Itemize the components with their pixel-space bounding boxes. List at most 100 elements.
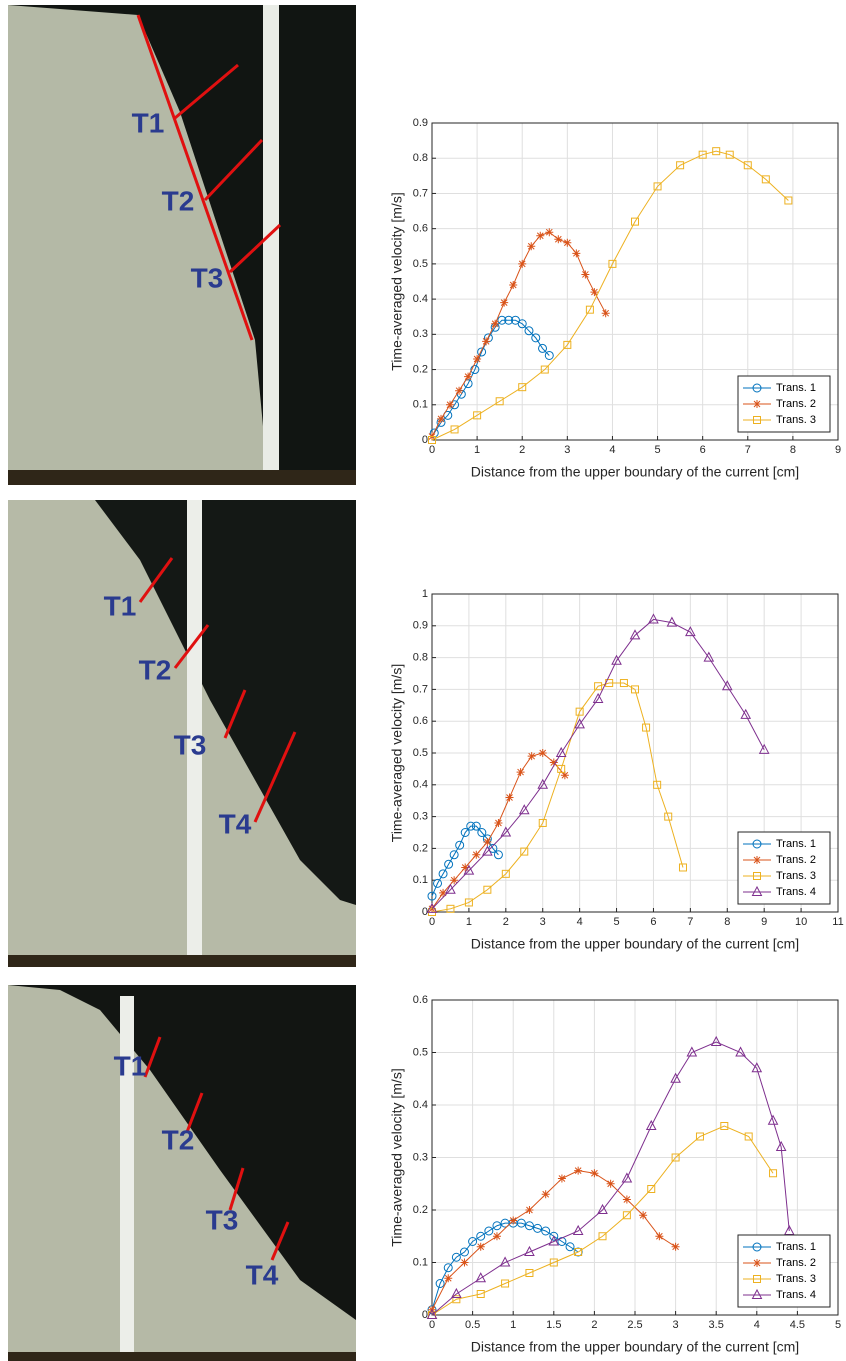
photo-label: T1 bbox=[114, 1050, 147, 1081]
series-line bbox=[433, 319, 550, 434]
marker bbox=[540, 365, 549, 374]
marker bbox=[574, 1166, 583, 1175]
marker bbox=[459, 1247, 469, 1257]
marker bbox=[686, 1046, 698, 1057]
marker bbox=[549, 1231, 559, 1241]
legend-label: Trans. 3 bbox=[776, 870, 816, 882]
marker bbox=[509, 1216, 518, 1225]
marker bbox=[703, 651, 715, 662]
x-tick-label: 0.5 bbox=[465, 1319, 480, 1331]
x-tick-label: 9 bbox=[835, 444, 841, 456]
marker bbox=[597, 1203, 608, 1214]
y-tick-label: 0 bbox=[422, 1309, 428, 1321]
x-tick-label: 1.5 bbox=[546, 1319, 561, 1331]
marker bbox=[464, 898, 473, 907]
x-tick-label: 2 bbox=[591, 1319, 597, 1331]
marker bbox=[712, 147, 721, 156]
plot-frame bbox=[431, 122, 839, 441]
x-tick-label: 7 bbox=[687, 916, 693, 928]
marker bbox=[751, 885, 763, 896]
y-axis-label: Time-averaged velocity [m/s] bbox=[389, 192, 405, 370]
marker bbox=[488, 843, 498, 853]
marker bbox=[775, 1140, 787, 1151]
marker bbox=[574, 718, 585, 729]
x-tick-label: 0 bbox=[429, 1319, 435, 1331]
marker bbox=[501, 1279, 510, 1288]
x-tick-label: 3 bbox=[673, 1319, 679, 1331]
marker bbox=[527, 242, 536, 251]
y-tick-label: 0.5 bbox=[413, 747, 428, 759]
marker bbox=[476, 1231, 486, 1241]
marker bbox=[520, 847, 529, 856]
marker bbox=[504, 315, 514, 325]
marker bbox=[752, 383, 762, 393]
marker bbox=[538, 749, 547, 757]
x-tick-label: 1 bbox=[466, 916, 472, 928]
marker bbox=[500, 826, 512, 837]
marker bbox=[451, 1287, 462, 1298]
marker bbox=[767, 1114, 779, 1125]
photo-2 bbox=[8, 500, 356, 967]
marker bbox=[720, 1122, 729, 1130]
marker bbox=[575, 707, 584, 716]
marker bbox=[428, 436, 436, 444]
marker bbox=[427, 891, 437, 901]
photo-3 bbox=[8, 985, 356, 1361]
marker bbox=[468, 1237, 478, 1246]
x-tick-label: 4 bbox=[609, 444, 615, 456]
marker bbox=[517, 319, 527, 329]
series bbox=[428, 1122, 778, 1319]
y-tick-label: 0.3 bbox=[413, 328, 428, 340]
series bbox=[426, 1035, 795, 1319]
photo-label: T1 bbox=[132, 107, 165, 138]
x-tick-label: 5 bbox=[613, 916, 619, 928]
x-tick-label: 7 bbox=[745, 444, 751, 456]
legend-label: Trans. 2 bbox=[776, 1257, 816, 1269]
marker bbox=[482, 337, 491, 346]
marker bbox=[461, 863, 470, 872]
marker bbox=[541, 1226, 551, 1236]
marker bbox=[744, 1132, 753, 1141]
marker bbox=[685, 626, 696, 637]
marker bbox=[631, 217, 639, 226]
marker bbox=[492, 1221, 502, 1231]
y-axis-label: Time-averaged velocity [m/s] bbox=[389, 664, 405, 842]
marker bbox=[574, 1248, 583, 1256]
marker bbox=[606, 1179, 615, 1188]
series bbox=[428, 147, 793, 444]
marker bbox=[466, 821, 476, 831]
marker bbox=[538, 818, 547, 827]
y-axis-label: Time-averaged velocity [m/s] bbox=[389, 1068, 405, 1246]
marker bbox=[648, 613, 659, 624]
photo-label: T3 bbox=[191, 262, 224, 293]
marker bbox=[505, 793, 514, 802]
photo-label: T3 bbox=[206, 1204, 239, 1235]
marker bbox=[455, 840, 465, 850]
x-tick-label: 3 bbox=[564, 444, 570, 456]
marker bbox=[450, 876, 459, 885]
marker bbox=[525, 1269, 534, 1277]
marker bbox=[438, 869, 448, 879]
marker bbox=[557, 764, 566, 773]
marker bbox=[524, 326, 534, 336]
y-tick-label: 0.8 bbox=[413, 152, 428, 164]
marker bbox=[477, 828, 487, 837]
marker bbox=[743, 161, 752, 170]
marker bbox=[426, 1308, 438, 1319]
marker bbox=[460, 828, 470, 837]
marker bbox=[545, 228, 554, 237]
legend-label: Trans. 2 bbox=[776, 398, 816, 410]
marker bbox=[758, 743, 770, 754]
x-tick-label: 11 bbox=[832, 916, 843, 928]
x-tick-label: 4 bbox=[577, 916, 583, 928]
x-tick-label: 2 bbox=[503, 916, 509, 928]
x-tick-label: 1 bbox=[510, 1319, 516, 1331]
marker bbox=[493, 850, 503, 860]
marker bbox=[492, 1232, 501, 1241]
marker bbox=[516, 768, 525, 777]
marker bbox=[666, 616, 678, 627]
x-axis-label: Distance from the upper boundary of the … bbox=[471, 1339, 799, 1355]
x-tick-label: 3 bbox=[540, 916, 546, 928]
marker bbox=[544, 350, 554, 360]
series-line bbox=[431, 1170, 676, 1310]
